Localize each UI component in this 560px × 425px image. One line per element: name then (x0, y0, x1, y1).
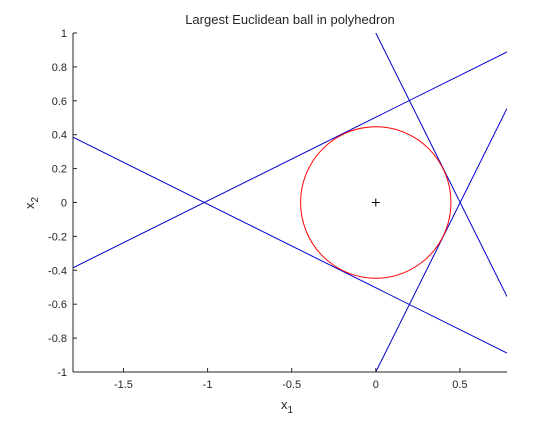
y-tick-label: 0.8 (52, 62, 67, 74)
y-tick-label: 0 (61, 198, 67, 210)
y-tick-label: -0.8 (48, 333, 67, 345)
polyhedron-edge-2 (73, 136, 507, 354)
euclidean-ball (300, 126, 452, 279)
x-tick-label: -0.5 (282, 379, 301, 391)
y-tick-label: 1 (61, 28, 67, 40)
y-axis-ticks: -1 -0.8 -0.6 -0.4 -0.2 0 0.2 0.4 0.6 0.8 1 (48, 28, 77, 379)
x-axis-label: x1 (281, 397, 294, 416)
chart-title: Largest Euclidean ball in polyhedron (185, 12, 395, 27)
y-axis-label-base: x (22, 202, 37, 209)
y-tick-label: 0.4 (52, 130, 67, 142)
x-axis-label-base: x (281, 397, 288, 412)
x-tick-label: -1.5 (114, 379, 133, 391)
y-tick-label: -0.6 (48, 299, 67, 311)
x-tick-label: 0.5 (452, 379, 467, 391)
polyhedron-edge-1 (73, 51, 507, 269)
plot-data (73, 33, 507, 372)
y-axis-label: x2 (22, 197, 41, 210)
x-axis-label-sub: 1 (287, 405, 293, 416)
x-axis-ticks: -1.5 -1 -0.5 0 0.5 (114, 368, 468, 391)
y-tick-label: 0.6 (52, 96, 67, 108)
y-tick-label: -0.2 (48, 231, 67, 243)
y-axis-label-sub: 2 (30, 197, 41, 203)
y-tick-label: -1 (57, 367, 67, 379)
x-tick-label: -1 (203, 379, 213, 391)
center-marker (371, 198, 380, 207)
y-tick-label: 0.2 (52, 164, 67, 176)
y-tick-label: -0.4 (48, 265, 67, 277)
x-tick-label: 0 (373, 379, 379, 391)
